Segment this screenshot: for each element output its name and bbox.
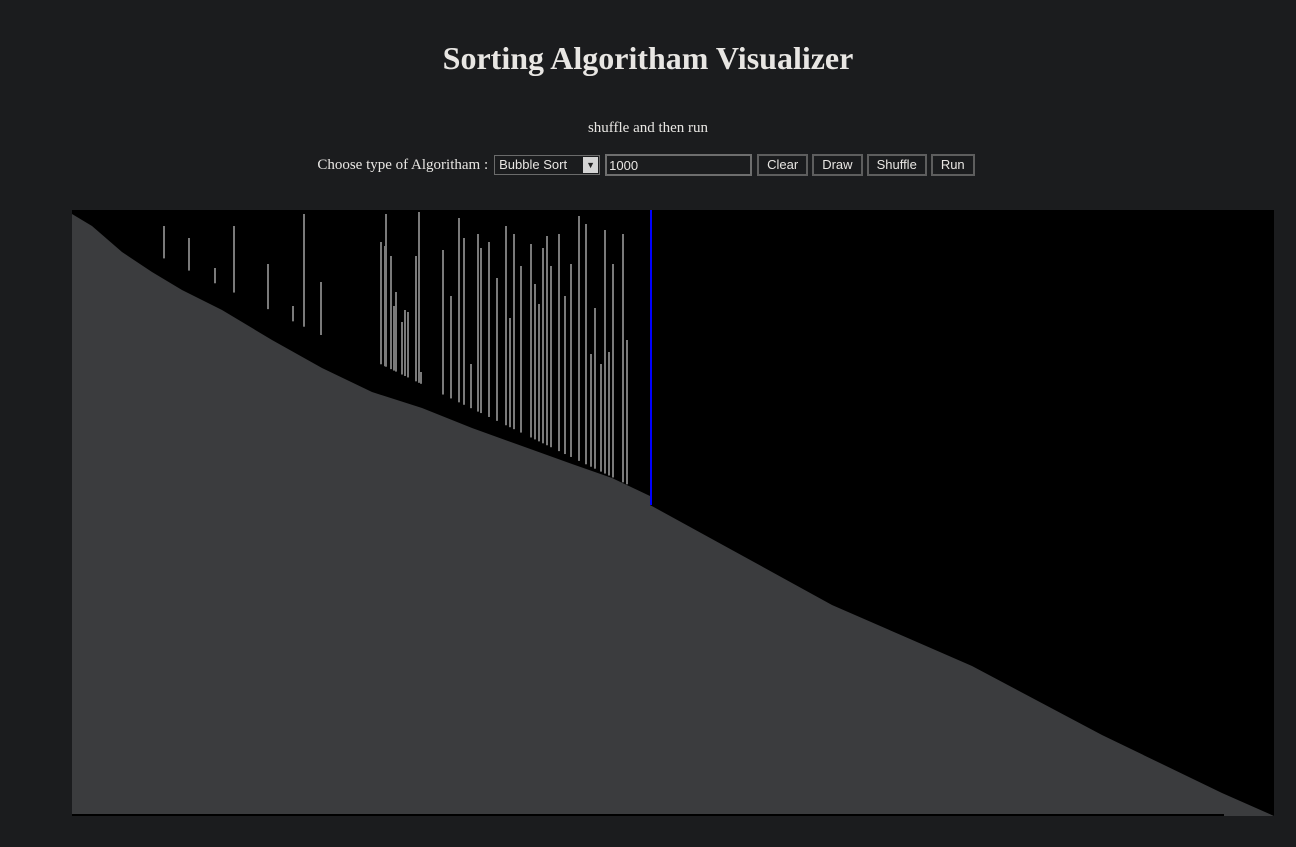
unsorted-bar <box>612 264 614 478</box>
unsorted-bar <box>385 214 387 367</box>
count-input[interactable] <box>605 154 753 176</box>
unsorted-bar <box>608 352 610 476</box>
unsorted-bar <box>390 256 392 370</box>
algorithm-label: Choose type of Algoritham : <box>317 156 489 173</box>
unsorted-bar <box>442 250 444 395</box>
unsorted-bar <box>585 224 587 465</box>
sort-visualization-canvas <box>72 210 1274 816</box>
page-title: Sorting Algoritham Visualizer <box>442 40 854 76</box>
chevron-down-icon[interactable]: ▼ <box>583 157 599 173</box>
algorithm-select[interactable]: Bubble Sort ▼ <box>494 155 601 175</box>
unsorted-bar <box>505 226 507 426</box>
unsorted-bar <box>558 234 560 452</box>
sorted-bars-area <box>72 214 1274 816</box>
draw-button[interactable]: Draw <box>812 154 863 176</box>
unsorted-bar <box>380 242 382 365</box>
unsorted-bar <box>622 234 624 483</box>
unsorted-bar <box>604 230 606 474</box>
unsorted-bar <box>415 256 417 382</box>
unsorted-bar <box>513 234 515 430</box>
unsorted-bar <box>420 372 422 384</box>
unsorted-bar <box>458 218 460 403</box>
unsorted-bar <box>404 310 406 376</box>
controls-bar: Choose type of Algoritham : Bubble Sort … <box>0 154 1296 176</box>
unsorted-bar <box>578 216 580 461</box>
algorithm-selected-value: Bubble Sort <box>499 157 568 172</box>
unsorted-bar <box>163 226 165 259</box>
unsorted-bar <box>546 236 548 446</box>
unsorted-bar <box>590 354 592 467</box>
unsorted-bar <box>564 296 566 455</box>
unsorted-bar <box>520 266 522 433</box>
unsorted-bar <box>267 264 269 310</box>
unsorted-bar <box>401 322 403 375</box>
unsorted-bar <box>530 244 532 438</box>
unsorted-bar <box>233 226 235 293</box>
unsorted-bar <box>395 292 397 372</box>
unsorted-bar <box>418 212 420 383</box>
unsorted-bar <box>550 266 552 448</box>
unsorted-bar <box>594 308 596 469</box>
unsorted-bar <box>470 364 472 409</box>
unsorted-bar <box>477 234 479 412</box>
unsorted-bar <box>570 264 572 457</box>
unsorted-bar <box>542 248 544 444</box>
unsorted-bar <box>480 248 482 414</box>
unsorted-bar <box>534 284 536 440</box>
unsorted-bar <box>303 214 305 327</box>
unsorted-bar <box>292 306 294 322</box>
run-button[interactable]: Run <box>930 154 975 176</box>
shuffle-button[interactable]: Shuffle <box>866 154 927 176</box>
unsorted-bar <box>626 340 628 485</box>
unsorted-bar <box>214 268 216 284</box>
unsorted-bar <box>407 312 409 378</box>
unsorted-bar <box>488 242 490 417</box>
unsorted-bar <box>450 296 452 399</box>
active-comparison-bar <box>650 210 652 505</box>
unsorted-bar <box>320 282 322 335</box>
unsorted-bar <box>463 238 465 405</box>
instruction-text: shuffle and then run <box>587 120 709 136</box>
unsorted-bar <box>496 278 498 421</box>
unsorted-bar <box>188 238 190 271</box>
unsorted-bar <box>600 364 602 472</box>
unsorted-bar <box>393 306 395 371</box>
clear-button[interactable]: Clear <box>757 154 809 176</box>
unsorted-bar <box>509 318 511 428</box>
unsorted-bar <box>538 304 540 442</box>
